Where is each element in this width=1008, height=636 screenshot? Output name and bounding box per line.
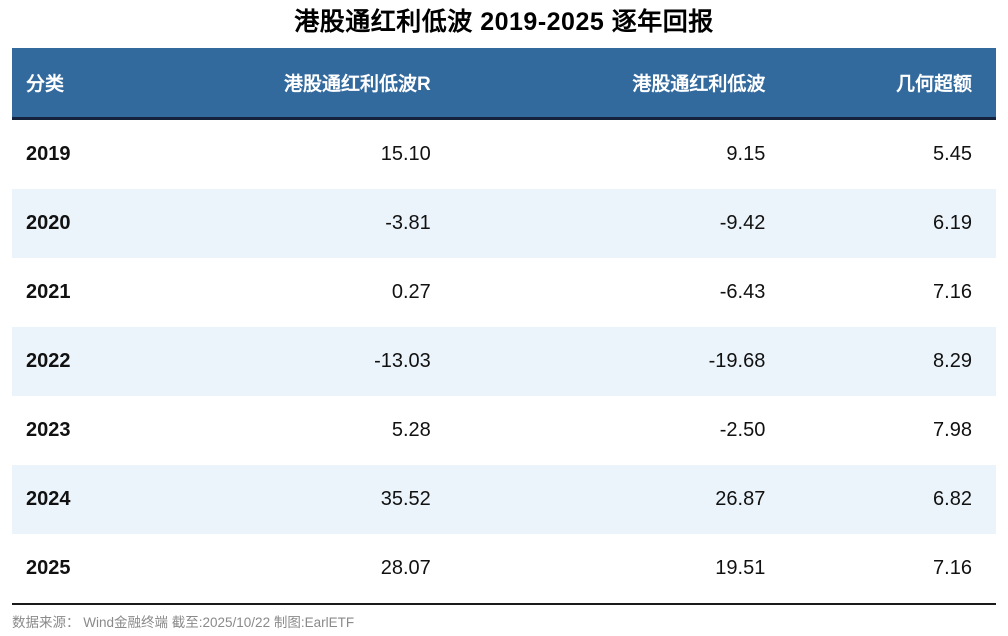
table-row: 2020 -3.81 -9.42 6.19 [12,189,996,258]
table-header-row: 分类 港股通红利低波R 港股通红利低波 几何超额 [12,48,996,120]
table-row: 2023 5.28 -2.50 7.98 [12,396,996,465]
table-body: 2019 15.10 9.15 5.45 2020 -3.81 -9.42 6.… [12,120,996,603]
excess-return-cell: 7.16 [933,557,972,579]
price-return-cell: -2.50 [719,419,766,441]
full-return-cell: -13.03 [374,350,431,372]
excess-return-cell: 6.82 [933,488,972,510]
price-return-cell: 19.51 [715,557,766,579]
table-row: 2021 0.27 -6.43 7.16 [12,258,996,327]
year-cell: 2020 [26,212,71,234]
excess-return-cell: 7.98 [933,419,972,441]
column-header-price-index: 港股通红利低波 [632,74,766,95]
full-return-cell: 5.28 [391,419,431,441]
table-row: 2022 -13.03 -19.68 8.29 [12,327,996,396]
table-row: 2025 28.07 19.51 7.16 [12,534,996,603]
table-row: 2024 35.52 26.87 6.82 [12,465,996,534]
price-return-cell: -9.42 [719,212,766,234]
full-return-cell: 15.10 [380,143,431,165]
column-header-category: 分类 [26,74,65,95]
full-return-cell: 0.27 [391,281,431,303]
full-return-cell: 35.52 [380,488,431,510]
price-return-cell: 9.15 [726,143,766,165]
year-cell: 2024 [26,488,71,510]
excess-return-cell: 7.16 [933,281,972,303]
price-return-cell: -6.43 [719,281,766,303]
excess-return-cell: 8.29 [933,350,972,372]
column-header-full-return-index: 港股通红利低波R [284,74,431,95]
price-return-cell: 26.87 [715,488,766,510]
year-cell: 2023 [26,419,71,441]
year-cell: 2022 [26,350,71,372]
returns-table: 分类 港股通红利低波R 港股通红利低波 几何超额 2019 15.10 9.15… [12,48,996,603]
data-source-note: 数据来源： Wind金融终端 截至:2025/10/22 制图:EarlETF [12,603,996,631]
page-title: 港股通红利低波 2019-2025 逐年回报 [294,8,714,36]
excess-return-cell: 6.19 [933,212,972,234]
excess-return-cell: 5.45 [933,143,972,165]
year-cell: 2025 [26,557,71,579]
price-return-cell: -19.68 [708,350,766,372]
full-return-cell: 28.07 [380,557,431,579]
year-cell: 2019 [26,143,71,165]
column-header-geometric-excess: 几何超额 [895,74,972,95]
table-row: 2019 15.10 9.15 5.45 [12,120,996,189]
full-return-cell: -3.81 [385,212,431,234]
year-cell: 2021 [26,281,71,303]
